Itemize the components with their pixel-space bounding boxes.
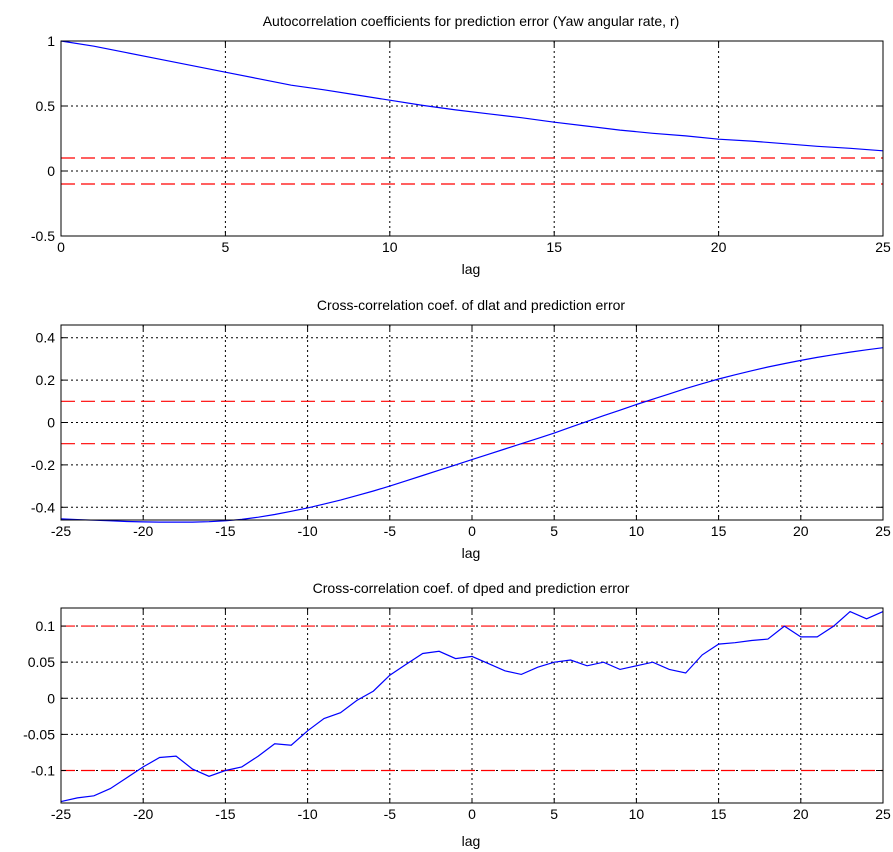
x-tick-label: 25	[875, 239, 891, 255]
x-tick-label: 5	[550, 523, 558, 539]
dped-cross-correlation-panel: Cross-correlation coef. of dped and pred…	[23, 580, 891, 849]
x-tick-label: 0	[468, 523, 476, 539]
x-tick-label: 10	[629, 806, 645, 822]
chart-title: Autocorrelation coefficients for predict…	[263, 13, 680, 29]
x-tick-label: -5	[384, 806, 397, 822]
chart-title: Cross-correlation coef. of dped and pred…	[313, 580, 630, 596]
x-tick-label: 5	[550, 806, 558, 822]
autocorrelation-panel: Autocorrelation coefficients for predict…	[31, 13, 891, 277]
x-tick-label: 20	[793, 523, 809, 539]
x-tick-label: 15	[546, 239, 562, 255]
x-tick-label: -15	[215, 523, 235, 539]
y-tick-label: 0	[47, 415, 55, 431]
x-tick-label: 0	[468, 806, 476, 822]
y-tick-label: -0.05	[23, 726, 55, 742]
y-tick-label: 0	[47, 690, 55, 706]
plot-area	[61, 41, 883, 236]
dlat-cross-correlation-panel: Cross-correlation coef. of dlat and pred…	[31, 297, 891, 561]
y-tick-label: 0.1	[36, 618, 56, 634]
y-tick-label: -0.2	[31, 457, 55, 473]
x-tick-label: -10	[297, 523, 317, 539]
x-tick-label: 20	[711, 239, 727, 255]
x-tick-label: -20	[133, 523, 153, 539]
x-axis-label: lag	[462, 545, 481, 561]
x-axis-label: lag	[462, 833, 481, 849]
y-tick-label: 0	[47, 163, 55, 179]
x-tick-label: 0	[57, 239, 65, 255]
y-tick-label: 0.2	[36, 372, 56, 388]
y-tick-label: 0.5	[36, 98, 56, 114]
x-tick-label: -15	[215, 806, 235, 822]
x-tick-label: 15	[711, 523, 727, 539]
y-tick-label: 1	[47, 33, 55, 49]
x-tick-label: 20	[793, 806, 809, 822]
axes-frame	[60, 40, 884, 237]
chart-title: Cross-correlation coef. of dlat and pred…	[317, 297, 625, 313]
x-tick-label: -20	[133, 806, 153, 822]
x-tick-label: 5	[222, 239, 230, 255]
x-tick-label: 15	[711, 806, 727, 822]
x-tick-label: 25	[875, 806, 891, 822]
x-tick-label: 10	[382, 239, 398, 255]
x-tick-label: 10	[629, 523, 645, 539]
y-tick-label: 0.4	[36, 330, 56, 346]
x-tick-label: -25	[51, 523, 71, 539]
x-tick-label: 25	[875, 523, 891, 539]
y-tick-label: 0.05	[28, 654, 55, 670]
y-tick-label: -0.1	[31, 763, 55, 779]
x-axis-label: lag	[462, 261, 481, 277]
x-tick-label: -5	[384, 523, 397, 539]
series-line	[60, 347, 884, 523]
series-line	[60, 40, 884, 152]
x-tick-label: -10	[297, 806, 317, 822]
series-line	[60, 610, 884, 803]
y-tick-label: -0.5	[31, 228, 55, 244]
x-tick-label: -25	[51, 806, 71, 822]
y-tick-label: -0.4	[31, 499, 55, 515]
